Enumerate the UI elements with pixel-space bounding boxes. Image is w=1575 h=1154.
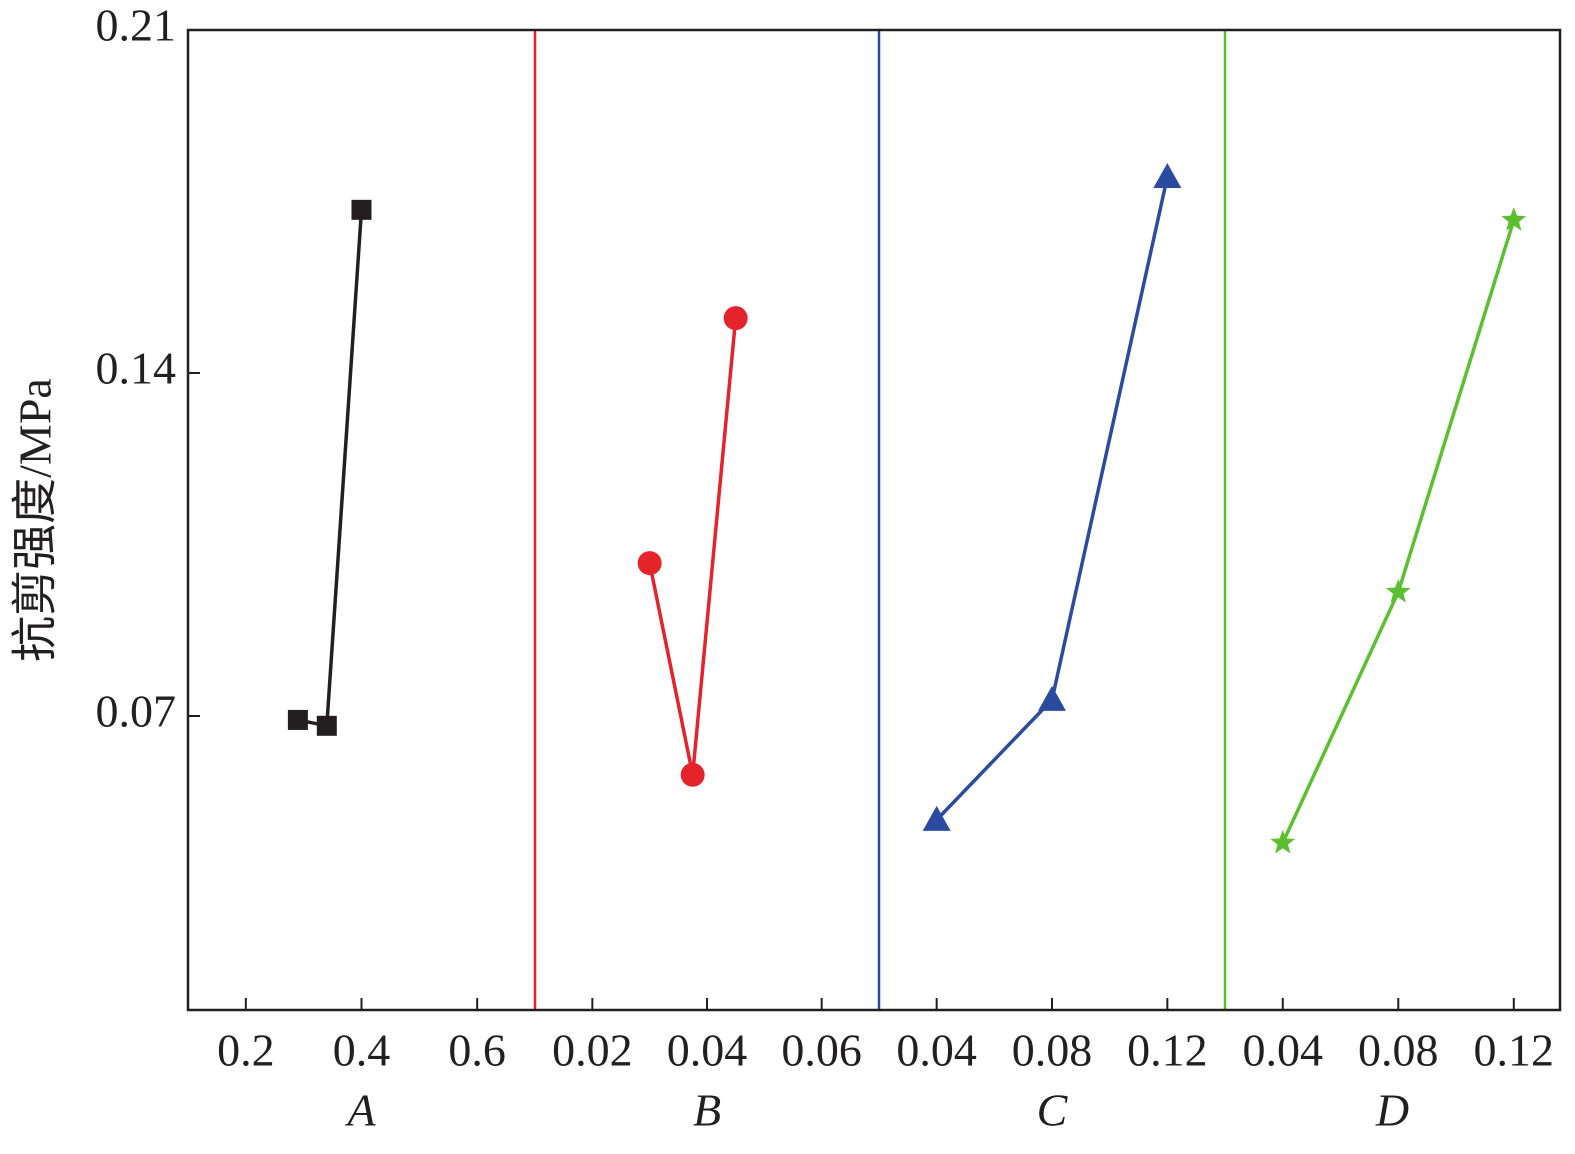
x-tick-label: 0.4 — [333, 1025, 391, 1076]
x-axis-label: D — [1375, 1085, 1409, 1136]
x-tick-label: 0.12 — [1474, 1025, 1555, 1076]
x-tick-label: 0.06 — [781, 1025, 862, 1076]
marker — [1153, 163, 1182, 188]
marker — [680, 762, 705, 787]
marker — [316, 715, 337, 736]
y-tick-label: 0.07 — [96, 686, 177, 737]
y-tick-label: 0.21 — [96, 0, 177, 51]
marker — [922, 805, 951, 831]
data-line — [935, 176, 1170, 822]
x-axis-label: C — [1037, 1085, 1069, 1136]
x-tick-label: 0.08 — [1358, 1025, 1439, 1076]
x-tick-label: 0.2 — [217, 1025, 275, 1076]
marker — [1501, 207, 1527, 231]
data-line — [297, 209, 364, 728]
marker — [287, 709, 308, 730]
x-tick-label: 0.04 — [1243, 1025, 1324, 1076]
marker — [1270, 829, 1296, 854]
x-tick-label: 0.02 — [552, 1025, 633, 1076]
marker — [637, 551, 662, 576]
marker — [351, 199, 372, 220]
marker — [1038, 685, 1066, 711]
x-tick-label: 0.6 — [448, 1025, 506, 1076]
y-axis-label: 抗剪强度/MPa — [10, 378, 61, 662]
x-tick-label: 0.08 — [1012, 1025, 1093, 1076]
x-tick-label: 0.12 — [1127, 1025, 1208, 1076]
data-line — [647, 317, 738, 776]
data-line — [1281, 219, 1516, 844]
x-tick-label: 0.04 — [667, 1025, 748, 1076]
marker — [1385, 579, 1411, 603]
plot-frame — [186, 28, 1562, 1012]
x-axis-label: A — [344, 1085, 376, 1136]
marker — [723, 306, 748, 331]
x-tick-label: 0.04 — [896, 1025, 977, 1076]
x-axis-label: B — [693, 1085, 721, 1136]
y-tick-label: 0.14 — [96, 343, 177, 394]
